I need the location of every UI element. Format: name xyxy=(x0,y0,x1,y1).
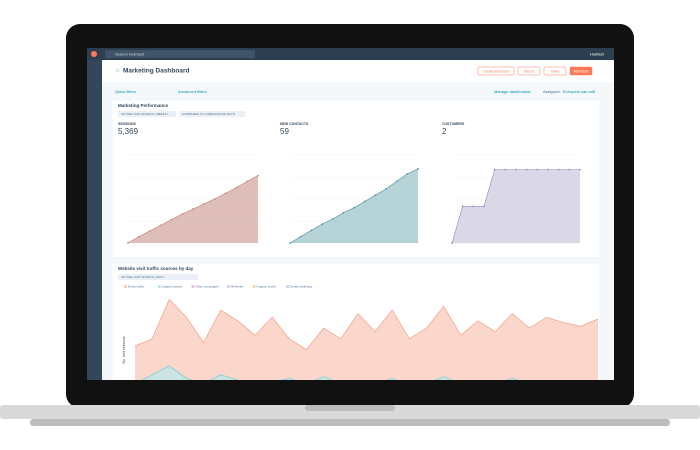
point xyxy=(353,206,355,209)
point xyxy=(395,180,398,183)
point xyxy=(536,168,539,171)
manage-dashboards[interactable]: Manage dashboards xyxy=(494,89,530,94)
point xyxy=(504,168,507,171)
header xyxy=(102,60,614,82)
metric-label: CUSTOMERS xyxy=(442,122,465,126)
traffic-line xyxy=(134,298,599,351)
point xyxy=(321,223,323,226)
traffic-area xyxy=(142,365,518,380)
point xyxy=(170,218,173,221)
dashboard-title[interactable]: Marketing Dashboard xyxy=(123,68,189,75)
traffic-tag: ON THE LAST 30 DAYS | DAILY xyxy=(121,275,164,279)
axis-label: No. visit sessions xyxy=(122,336,126,363)
tag xyxy=(118,274,198,280)
point xyxy=(525,168,528,171)
logo xyxy=(91,51,97,57)
point xyxy=(451,242,453,244)
assigned: Assigned: xyxy=(543,89,561,94)
point xyxy=(374,194,377,197)
tag-label: COMPARED TO | PREVIOUS 90 DAYS xyxy=(182,112,235,116)
point xyxy=(235,186,238,189)
sidebar xyxy=(87,60,102,380)
base xyxy=(0,405,700,419)
point xyxy=(192,208,194,210)
point xyxy=(493,168,496,171)
legend-label: Referrals xyxy=(231,284,244,288)
traffic-title: Website visit traffic sources by day xyxy=(118,266,194,271)
header-button[interactable] xyxy=(569,66,593,76)
legend-label: Organic search xyxy=(162,284,183,288)
point xyxy=(417,167,419,170)
point xyxy=(213,198,216,200)
quick-filters[interactable]: Quick filters xyxy=(115,89,136,94)
legend-swatch xyxy=(227,285,231,288)
account[interactable]: Hubfest xyxy=(590,52,605,57)
point xyxy=(331,218,334,221)
point xyxy=(127,242,129,244)
point xyxy=(472,205,475,208)
traffic-area xyxy=(135,299,598,380)
point xyxy=(310,229,313,232)
legend-swatch xyxy=(252,285,256,288)
metric-value: 59 xyxy=(280,127,289,136)
header-button-label[interactable]: Add report xyxy=(574,69,589,73)
point xyxy=(579,168,581,171)
point xyxy=(483,205,485,208)
point xyxy=(289,242,291,244)
traffic-line xyxy=(141,365,598,380)
access[interactable]: Everyone can edit xyxy=(563,89,596,94)
legend-label: Organic social xyxy=(256,284,275,288)
header-button-label[interactable]: Share xyxy=(551,69,560,73)
legend-swatch xyxy=(286,285,290,288)
point xyxy=(461,205,464,208)
legend-swatch xyxy=(157,285,161,288)
legend-swatch xyxy=(124,285,127,288)
metric-value: 2 xyxy=(442,127,447,136)
point xyxy=(148,230,151,232)
legend-label: Other campaigns xyxy=(196,284,219,288)
metric-label: SESSIONS xyxy=(118,122,137,126)
search[interactable]: Search HubSpot xyxy=(115,52,145,57)
point xyxy=(202,203,205,205)
performance-title: Marketing Performance xyxy=(118,103,169,108)
point xyxy=(547,168,549,171)
point xyxy=(137,235,140,238)
point xyxy=(363,200,366,203)
point xyxy=(385,188,387,190)
notch xyxy=(305,405,395,411)
tag-label: ON THE LAST 90 DAYS | WEEKLY xyxy=(121,112,168,116)
tag xyxy=(179,111,245,117)
header-button[interactable] xyxy=(477,66,515,76)
screen: Search HubSpot Hubfest ☆ Marketing Dashb… xyxy=(87,48,614,380)
header-button-label[interactable]: Actions xyxy=(524,69,535,73)
point xyxy=(515,168,517,171)
base-bottom xyxy=(30,419,670,426)
point xyxy=(257,174,259,177)
point xyxy=(568,168,571,171)
legend-swatch xyxy=(191,285,195,288)
legend-label: Email marketing xyxy=(290,284,312,288)
header-button[interactable] xyxy=(543,66,567,76)
point xyxy=(406,172,409,175)
point xyxy=(159,224,162,227)
point xyxy=(246,180,249,183)
metric-value: 5,369 xyxy=(118,127,139,136)
point xyxy=(224,192,227,195)
metric-label: NEW CONTACTS xyxy=(280,122,309,126)
point xyxy=(299,235,302,238)
star[interactable]: ☆ xyxy=(115,68,120,75)
point xyxy=(557,168,560,171)
point xyxy=(181,213,184,215)
advanced-filters[interactable]: Advanced filters xyxy=(178,89,206,94)
header-button-label[interactable]: Create dashboard xyxy=(483,69,509,73)
tag xyxy=(118,111,176,117)
metric-area xyxy=(452,169,580,243)
point xyxy=(342,211,345,214)
search-box[interactable] xyxy=(105,50,255,58)
legend-label: Direct traffic xyxy=(128,284,144,288)
header-button[interactable] xyxy=(517,66,541,76)
